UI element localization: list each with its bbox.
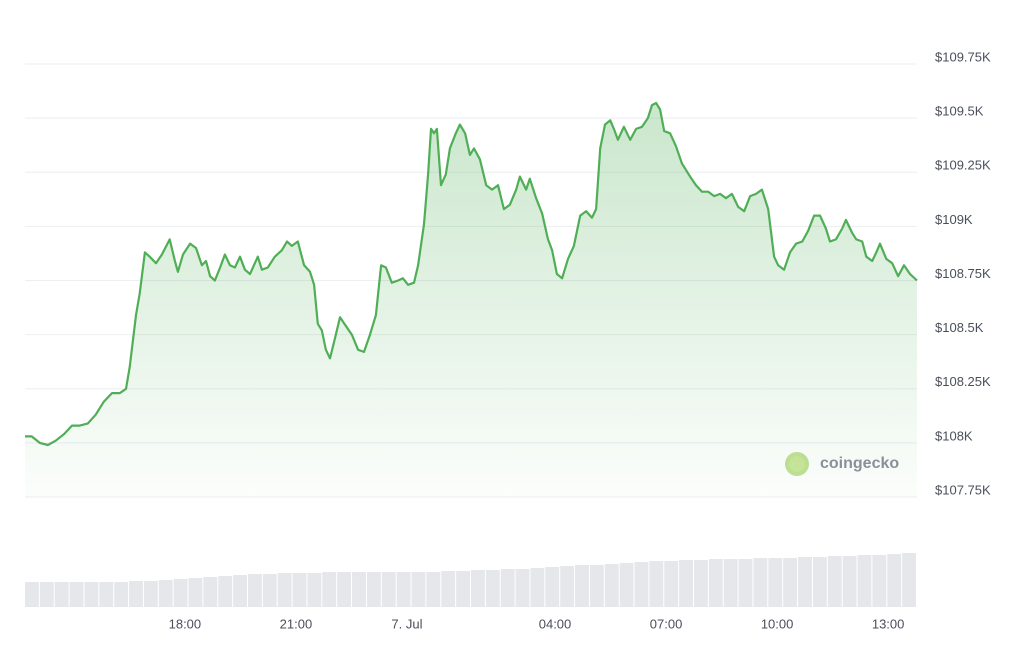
- volume-bar: [649, 561, 664, 607]
- volume-bar: [173, 579, 188, 607]
- y-tick-label: $108K: [935, 428, 973, 443]
- volume-bar: [694, 560, 708, 607]
- volume-bar: [307, 573, 322, 607]
- volume-bar: [411, 572, 426, 607]
- logo-inner: [789, 456, 805, 472]
- x-tick-label: 10:00: [761, 616, 794, 631]
- volume-bar: [322, 572, 337, 607]
- y-tick-label: $108.75K: [935, 266, 991, 281]
- volume-bar: [396, 572, 411, 607]
- volume-bar: [277, 573, 292, 607]
- volume-bar: [738, 559, 753, 607]
- volume-bar: [233, 575, 247, 607]
- volume-bar: [872, 555, 887, 607]
- volume-bar: [158, 580, 173, 607]
- volume-bar: [292, 573, 307, 607]
- y-tick-label: $109.25K: [935, 158, 991, 173]
- watermark-text: coingecko: [820, 455, 899, 472]
- volume-bar: [798, 557, 812, 607]
- volume-bar: [39, 582, 54, 607]
- volume-bar: [99, 582, 114, 607]
- price-line: [25, 101, 918, 447]
- volume-bar: [634, 562, 649, 607]
- volume-bar: [812, 557, 827, 607]
- volume-bar: [485, 570, 500, 607]
- volume-bar: [114, 582, 129, 607]
- volume-bar: [664, 561, 679, 607]
- volume-bar: [188, 578, 203, 607]
- volume-bar: [604, 564, 619, 607]
- volume-bar: [902, 553, 916, 607]
- x-tick-label: 13:00: [872, 616, 905, 631]
- volume-bar: [575, 565, 589, 607]
- x-tick-label: 7. Jul: [391, 616, 422, 631]
- volume-bar: [887, 554, 902, 607]
- volume-bar: [203, 577, 218, 607]
- volume-bar: [500, 569, 515, 607]
- volume-bar: [366, 572, 381, 607]
- volume-bar: [768, 558, 783, 607]
- y-tick-label: $107.75K: [935, 482, 991, 497]
- y-tick-label: $108.25K: [935, 374, 991, 389]
- volume-bar: [827, 556, 842, 607]
- y-tick-label: $109.5K: [935, 104, 984, 119]
- volume-bar: [143, 581, 158, 607]
- y-tick-label: $108.5K: [935, 320, 984, 335]
- volume-bar: [783, 558, 798, 607]
- volume-bar: [381, 572, 396, 607]
- volume-bar: [471, 570, 485, 607]
- x-tick-label: 21:00: [280, 616, 313, 631]
- volume-bar: [679, 560, 693, 607]
- volume-bar: [560, 566, 575, 607]
- y-tick-label: $109K: [935, 212, 973, 227]
- volume-bar: [54, 582, 69, 607]
- volume-bar: [426, 572, 441, 607]
- volume-bar: [441, 571, 456, 607]
- volume-bar: [352, 572, 366, 607]
- volume-bar: [218, 576, 233, 607]
- volume-bar: [530, 568, 545, 607]
- volume-bar: [25, 582, 39, 607]
- area: [25, 103, 917, 497]
- volume-bar: [753, 558, 768, 607]
- volume-bar: [842, 556, 857, 607]
- volume-bar: [262, 574, 277, 607]
- volume-bar: [129, 581, 143, 607]
- watermark: coingecko: [785, 452, 899, 476]
- x-tick-label: 07:00: [650, 616, 683, 631]
- y-tick-label: $109.75K: [935, 49, 991, 64]
- volume-bar: [619, 563, 634, 607]
- volume-bar: [515, 569, 530, 607]
- volume-bar: [337, 572, 352, 607]
- volume-bar: [248, 574, 262, 607]
- x-tick-label: 04:00: [539, 616, 572, 631]
- volume-bar: [708, 559, 723, 607]
- volume-bar: [456, 571, 470, 607]
- volume-bar: [589, 565, 604, 607]
- volume-bar: [723, 559, 738, 607]
- x-tick-label: 18:00: [169, 616, 202, 631]
- volume-bar: [69, 582, 84, 607]
- volume-bar: [857, 555, 872, 607]
- volume-bar: [545, 567, 560, 607]
- volume-bar: [84, 582, 99, 607]
